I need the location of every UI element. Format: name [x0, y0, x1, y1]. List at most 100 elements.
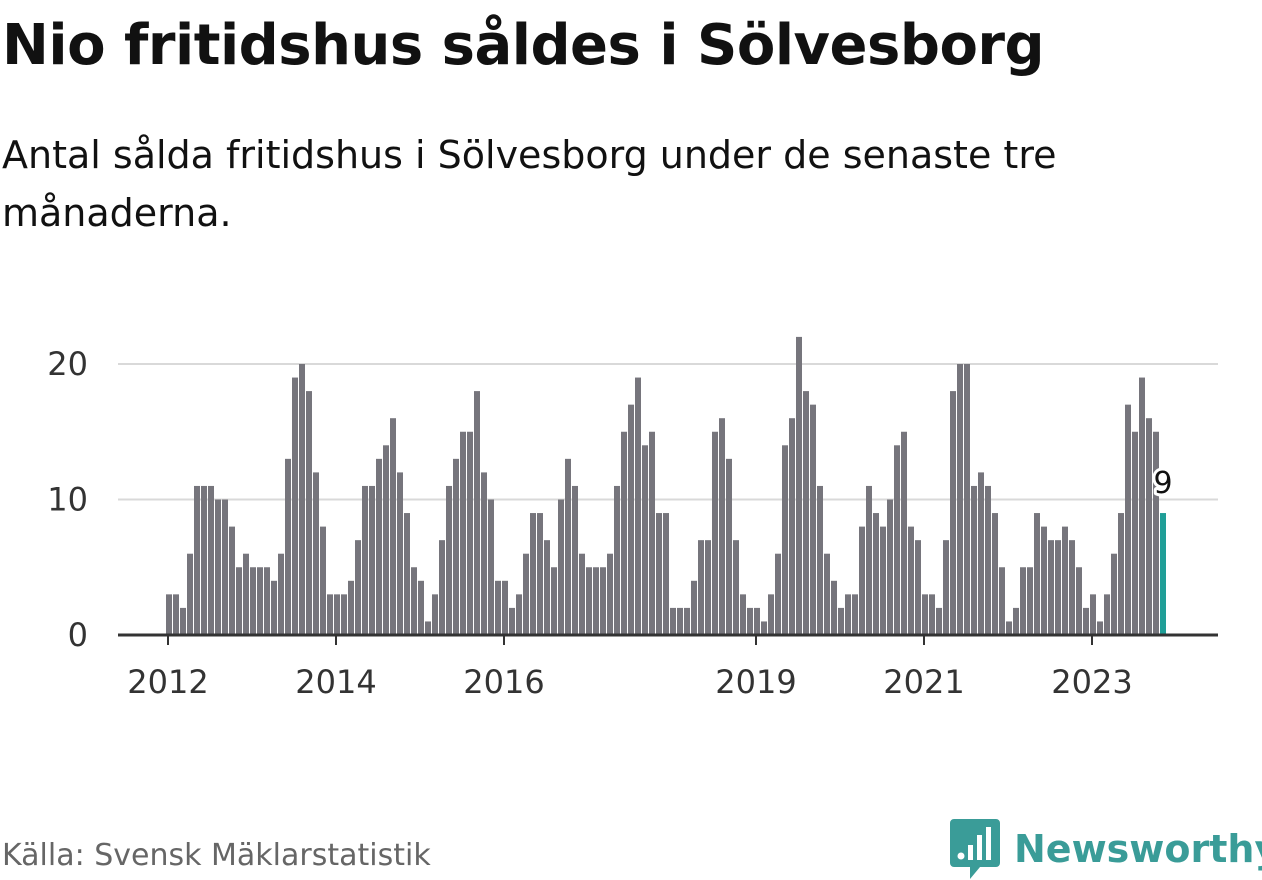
bar	[1090, 594, 1096, 635]
bar	[1041, 526, 1047, 635]
bar	[635, 377, 641, 635]
bar	[726, 458, 732, 635]
bar	[201, 485, 207, 635]
bar	[306, 391, 312, 635]
bar	[600, 567, 606, 635]
bar	[551, 567, 557, 635]
newsworthy-logo-icon	[950, 819, 1000, 879]
bar	[936, 607, 942, 635]
x-tick-label: 2012	[127, 663, 208, 701]
bar	[922, 594, 928, 635]
bar	[642, 445, 648, 635]
bar	[838, 607, 844, 635]
bar	[656, 513, 662, 635]
bar	[1104, 594, 1110, 635]
bar	[467, 431, 473, 635]
bar	[516, 594, 522, 635]
bar	[264, 567, 270, 635]
bar	[999, 567, 1005, 635]
bar	[775, 553, 781, 635]
bar	[313, 472, 319, 635]
x-tick-label: 2023	[1051, 663, 1132, 701]
bar	[1027, 567, 1033, 635]
bar	[544, 540, 550, 635]
bar	[691, 580, 697, 635]
bar	[607, 553, 613, 635]
bar	[208, 485, 214, 635]
bar	[1111, 553, 1117, 635]
bar	[292, 377, 298, 635]
x-tick-label: 2019	[715, 663, 796, 701]
bar	[992, 513, 998, 635]
bar	[1076, 567, 1082, 635]
bar	[593, 567, 599, 635]
bar	[817, 485, 823, 635]
bar	[355, 540, 361, 635]
bar	[712, 431, 718, 635]
bar	[481, 472, 487, 635]
bar	[243, 553, 249, 635]
bar	[1048, 540, 1054, 635]
bar	[320, 526, 326, 635]
source-note: Källa: Svensk Mäklarstatistik	[2, 838, 431, 873]
bar	[845, 594, 851, 635]
bar	[1034, 513, 1040, 635]
bar	[1069, 540, 1075, 635]
bar	[278, 553, 284, 635]
bar	[439, 540, 445, 635]
bars	[166, 336, 1166, 635]
bar	[369, 485, 375, 635]
bar	[215, 499, 221, 635]
bar	[796, 336, 802, 635]
bar	[950, 391, 956, 635]
bar	[670, 607, 676, 635]
y-axis-ticks: 0 10 20	[47, 345, 88, 654]
bar	[166, 594, 172, 635]
bar	[1020, 567, 1026, 635]
bar	[649, 431, 655, 635]
bar	[677, 607, 683, 635]
bar	[1153, 431, 1159, 635]
bar	[880, 526, 886, 635]
bar	[271, 580, 277, 635]
bar	[1125, 404, 1131, 635]
bar	[474, 391, 480, 635]
bar	[894, 445, 900, 635]
bar	[572, 485, 578, 635]
bar	[915, 540, 921, 635]
bar-chart: 2012 2014 2016 2019 2021 2023 0 10 20 9	[47, 336, 1218, 701]
bar	[222, 499, 228, 635]
bar	[432, 594, 438, 635]
bar	[502, 580, 508, 635]
bar	[418, 580, 424, 635]
bar	[390, 418, 396, 635]
bar	[1146, 418, 1152, 635]
bar	[537, 513, 543, 635]
bar	[747, 607, 753, 635]
bar	[1055, 540, 1061, 635]
bar	[299, 364, 305, 635]
bar	[614, 485, 620, 635]
bar	[964, 364, 970, 635]
highlight-bar	[1160, 513, 1166, 635]
y-tick-label: 20	[47, 345, 88, 383]
bar	[411, 567, 417, 635]
bar	[852, 594, 858, 635]
bar	[663, 513, 669, 635]
bar	[565, 458, 571, 635]
bar	[985, 485, 991, 635]
chart-subtitle: Antal sålda fritidshus i Sölvesborg unde…	[2, 133, 1057, 235]
bar	[908, 526, 914, 635]
bar	[782, 445, 788, 635]
bar	[257, 567, 263, 635]
bar	[831, 580, 837, 635]
y-tick-label: 10	[47, 481, 88, 519]
bar	[1118, 513, 1124, 635]
bar	[180, 607, 186, 635]
bar	[460, 431, 466, 635]
brand[interactable]: Newsworthy	[950, 818, 1262, 880]
bar	[698, 540, 704, 635]
bar	[523, 553, 529, 635]
bar	[684, 607, 690, 635]
bar	[1132, 431, 1138, 635]
